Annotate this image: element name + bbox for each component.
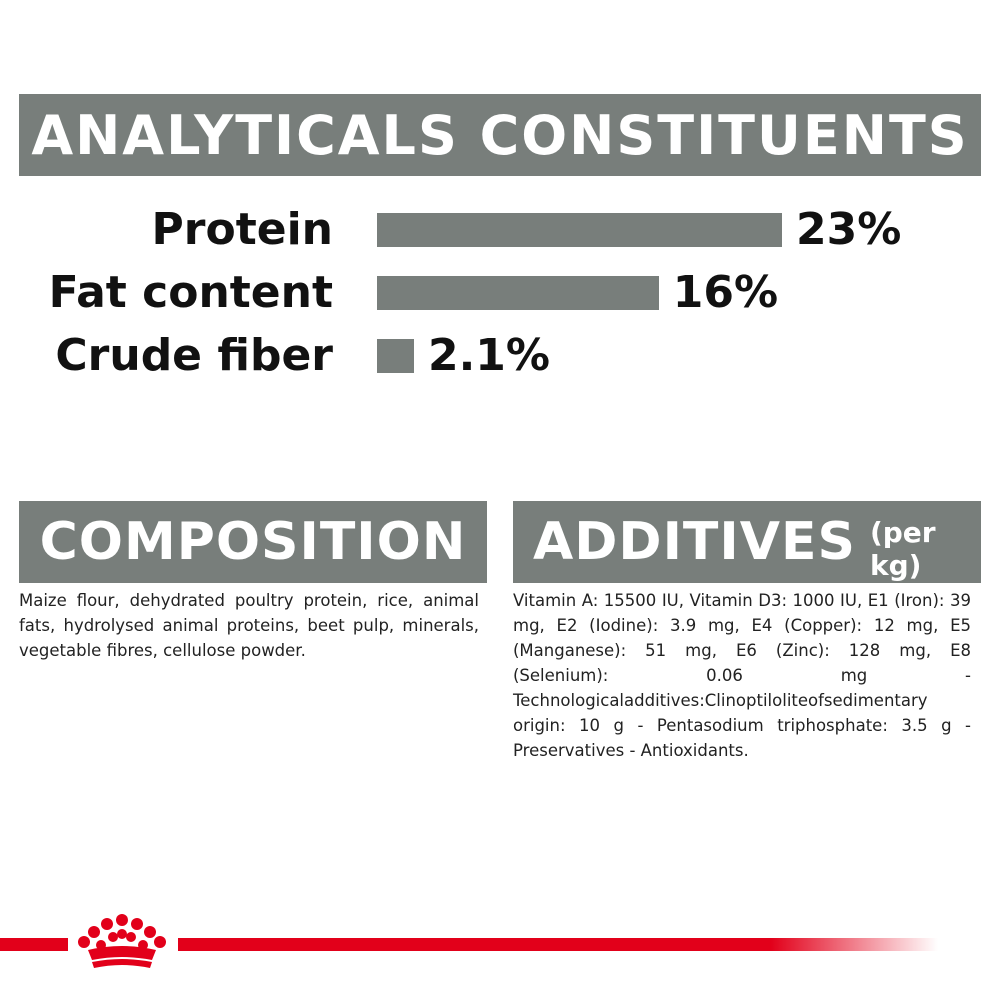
- additives-heading: ADDITIVES: [533, 512, 856, 572]
- additives-heading-banner: ADDITIVES (per kg): [513, 501, 981, 583]
- bar-value-2: 2.1%: [427, 330, 550, 381]
- additives-text: Vitamin A: 15500 IU, Vitamin D3: 1000 IU…: [513, 591, 971, 760]
- additives-unit: (per kg): [869, 516, 936, 582]
- bar-2: [377, 339, 414, 373]
- bar-label-1: Fat content: [48, 267, 333, 318]
- crown-logo-icon: [78, 914, 166, 968]
- analytics-heading-banner: ANALYTICALS CONSTITUENTS: [19, 94, 981, 176]
- bar-1: [377, 276, 659, 310]
- analytics-heading: ANALYTICALS CONSTITUENTS: [31, 103, 969, 167]
- bar-value-0: 23%: [796, 204, 902, 255]
- bar-value-1: 16%: [672, 267, 779, 318]
- footer-line-left: [0, 938, 68, 951]
- bar-label-0: Protein: [151, 204, 333, 255]
- footer-line-right: [178, 938, 938, 951]
- bar-label-2: Crude fiber: [55, 330, 333, 381]
- composition-heading-banner: COMPOSITION: [19, 501, 487, 583]
- composition-heading: COMPOSITION: [39, 512, 467, 572]
- bar-0: [377, 213, 782, 247]
- composition-text: Maize flour, dehydrated poultry protein,…: [19, 591, 479, 660]
